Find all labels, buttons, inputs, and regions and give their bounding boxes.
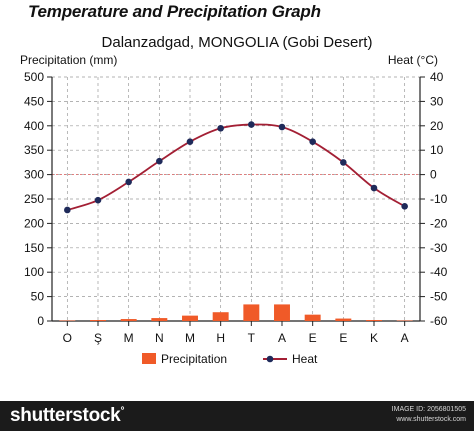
precipitation-bar	[274, 304, 290, 321]
heat-point	[309, 138, 316, 145]
precipitation-bar	[90, 320, 106, 321]
left-tick-label: 250	[24, 192, 44, 206]
heat-point	[340, 159, 347, 166]
site-url: www.shutterstock.com	[396, 416, 466, 423]
heat-point	[94, 196, 102, 204]
x-tick-label: N	[155, 331, 164, 345]
x-tick-label: M	[185, 331, 195, 345]
precipitation-bar	[182, 315, 198, 321]
heat-point	[64, 206, 71, 214]
legend-label-heat: Heat	[292, 352, 318, 366]
right-tick-label: 40	[430, 70, 444, 84]
x-tick-label: Ş	[94, 331, 102, 345]
page-title: Temperature and Precipitation Graph	[28, 2, 321, 21]
heat-point	[156, 157, 163, 165]
precipitation-bar	[243, 304, 260, 321]
x-tick-label: T	[248, 331, 256, 345]
right-tick-label: 10	[430, 143, 444, 157]
heat-point	[125, 178, 132, 186]
right-tick-label: -40	[430, 265, 448, 279]
legend-marker-heat	[266, 355, 274, 363]
x-tick-label: M	[124, 331, 134, 345]
left-tick-label: 400	[24, 119, 44, 133]
x-tick-label: H	[216, 331, 225, 345]
x-tick-label: O	[63, 331, 72, 345]
left-tick-label: 100	[24, 265, 44, 279]
left-tick-label: 50	[31, 290, 45, 304]
left-tick-label: 300	[24, 168, 44, 182]
image-id: IMAGE ID: 2056801505 www.shutterstock.co…	[392, 405, 466, 425]
left-tick-label: 350	[24, 143, 44, 157]
right-tick-label: -30	[430, 241, 448, 255]
x-tick-label: A	[278, 331, 286, 345]
precipitation-bar	[335, 318, 352, 321]
right-tick-label: 20	[430, 119, 444, 133]
left-axis-title: Precipitation (mm)	[20, 53, 118, 67]
precipitation-bar	[212, 312, 229, 321]
brand-logo: shutterstock°	[10, 405, 125, 426]
left-tick-label: 450	[24, 94, 44, 108]
heat-point	[186, 138, 194, 145]
x-tick-label: A	[401, 331, 409, 345]
image-id-label: IMAGE ID: 2056801505	[391, 406, 466, 413]
heat-point	[248, 121, 255, 128]
precipitation-bar	[304, 314, 321, 321]
right-tick-label: 0	[430, 168, 437, 182]
heat-point	[278, 123, 286, 131]
right-tick-label: -10	[430, 192, 448, 206]
legend-label-precipitation: Precipitation	[161, 352, 227, 366]
right-tick-label: 30	[430, 94, 444, 108]
chart-title: Dalanzadgad, MONGOLIA (Gobi Desert)	[101, 34, 373, 51]
right-tick-label: -50	[430, 290, 448, 304]
right-tick-label: -20	[430, 216, 448, 230]
heat-point	[217, 124, 224, 132]
left-tick-label: 500	[24, 70, 44, 84]
precipitation-bar	[366, 320, 382, 321]
footer-bar: shutterstock° IMAGE ID: 2056801505 www.s…	[0, 401, 474, 431]
x-tick-label: K	[370, 331, 378, 345]
heat-point	[401, 203, 408, 210]
left-tick-label: 150	[24, 241, 44, 255]
right-axis-title: Heat (°C)	[387, 53, 438, 67]
heat-point	[370, 184, 378, 192]
x-tick-label: E	[309, 331, 317, 345]
right-tick-label: -60	[430, 314, 448, 328]
x-tick-label: E	[339, 331, 347, 345]
precipitation-bar	[120, 319, 137, 321]
precipitation-bar	[151, 318, 168, 321]
left-tick-label: 200	[24, 216, 44, 230]
left-tick-label: 0	[37, 314, 44, 328]
legend-swatch-precipitation	[142, 353, 156, 364]
